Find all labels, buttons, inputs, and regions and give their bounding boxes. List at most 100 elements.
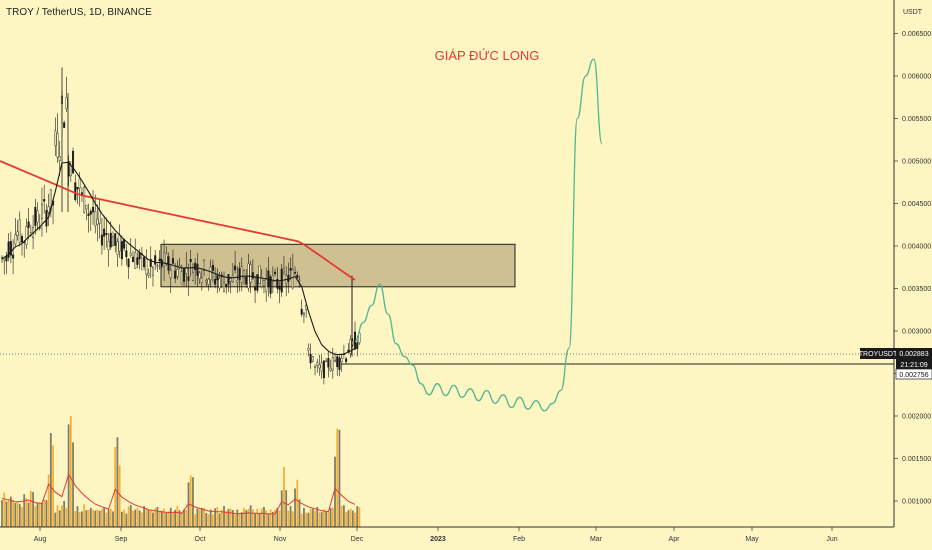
candle-body	[289, 268, 292, 271]
candle-body	[238, 268, 241, 280]
candle-body	[260, 278, 263, 287]
candle-body	[298, 279, 301, 282]
candle-body	[336, 356, 339, 368]
volume-bar	[331, 507, 334, 527]
candle-body	[207, 278, 210, 285]
candle-body	[116, 241, 119, 255]
volume-bar	[207, 513, 210, 527]
ema-short-line	[1, 161, 356, 356]
ema-long-line	[0, 160, 356, 281]
volume-bar	[318, 512, 321, 527]
candle-body	[105, 232, 108, 236]
countdown-label: 21:21:09	[900, 362, 927, 369]
volume-bar	[214, 508, 217, 527]
volume-bar	[205, 512, 208, 527]
candle-body	[185, 267, 188, 274]
candle-body	[225, 283, 228, 288]
volume-bar	[263, 506, 265, 527]
volume-bar	[334, 456, 336, 527]
volume-bar	[65, 507, 68, 527]
candle-body	[69, 165, 72, 177]
candle-body	[114, 233, 117, 246]
volume-bar	[240, 512, 243, 527]
candle-body	[267, 270, 270, 287]
volume-bar	[85, 510, 88, 527]
volume-bar	[305, 512, 308, 527]
volume-bar	[101, 508, 103, 527]
symbol-title: TROY / TetherUS, 1D, BINANCE	[6, 7, 152, 18]
candle-body	[136, 257, 139, 265]
candle-body	[356, 342, 359, 349]
time-tick-label: Apr	[669, 536, 681, 543]
volume-bar	[1, 499, 3, 527]
volume-bar	[303, 507, 305, 527]
volume-bar	[52, 445, 54, 527]
candle-body	[123, 239, 126, 249]
candle-body	[262, 280, 265, 287]
volume-bar	[129, 505, 132, 527]
volume-bar	[198, 509, 201, 527]
volume-bar	[234, 514, 237, 527]
candle-body	[294, 272, 297, 274]
volume-bar	[291, 511, 294, 527]
volume-bar	[189, 475, 192, 527]
candle-body	[43, 199, 46, 202]
candle-body	[103, 228, 106, 237]
candle-body	[276, 278, 279, 289]
volume-bar	[16, 501, 19, 527]
volume-bar	[296, 479, 299, 527]
candle-body	[214, 278, 217, 285]
volume-bar	[36, 502, 39, 527]
volume-bar	[212, 514, 214, 527]
candle-body	[174, 270, 177, 279]
candle-body	[254, 287, 257, 291]
candle-body	[89, 210, 92, 215]
countdown-box	[896, 359, 932, 369]
volume-bar	[49, 433, 52, 527]
time-tick-label: Feb	[513, 536, 525, 543]
time-tick-label: Aug	[34, 536, 47, 543]
last-price-box	[896, 348, 932, 359]
volume-bar	[309, 508, 312, 527]
candle-body	[307, 347, 310, 351]
last-price-label: 0.002883	[899, 351, 928, 358]
candle-body	[96, 218, 99, 226]
candle-body	[143, 256, 146, 268]
volume-bar	[140, 512, 143, 527]
volume-ma-line	[1, 473, 356, 515]
annotation-text: GIÁP ĐỨC LONG	[435, 48, 540, 63]
time-tick-label: May	[745, 536, 759, 543]
volume-bar	[225, 511, 228, 527]
volume-bar	[34, 506, 37, 527]
volume-bar	[69, 416, 72, 527]
volume-bar	[220, 509, 223, 527]
candle-body	[320, 362, 323, 372]
volume-bar	[345, 512, 348, 527]
candle-body	[7, 241, 10, 258]
candle-body	[18, 219, 21, 243]
candle-body	[274, 271, 277, 275]
volume-bar	[245, 510, 248, 527]
candle-body	[12, 254, 15, 259]
volume-bar	[311, 508, 314, 527]
candle-body	[169, 269, 172, 279]
volume-bar	[74, 511, 77, 527]
volume-bar	[14, 503, 17, 527]
volume-bar	[152, 512, 154, 527]
volume-bar	[183, 509, 185, 527]
candle-body	[20, 235, 23, 243]
candle-body	[265, 278, 268, 292]
candle-body	[245, 276, 248, 285]
candle-body	[278, 285, 281, 290]
candle-body	[56, 133, 59, 158]
candle-body	[229, 278, 232, 282]
volume-bar	[98, 510, 101, 527]
volume-bar	[89, 507, 92, 527]
candle-body	[338, 357, 341, 370]
price-tick-label: 0.001500	[902, 456, 931, 463]
candle-body	[129, 252, 132, 256]
volume-bar	[9, 496, 12, 527]
line-price-label: 0.002756	[899, 372, 928, 379]
volume-bar	[32, 491, 34, 527]
